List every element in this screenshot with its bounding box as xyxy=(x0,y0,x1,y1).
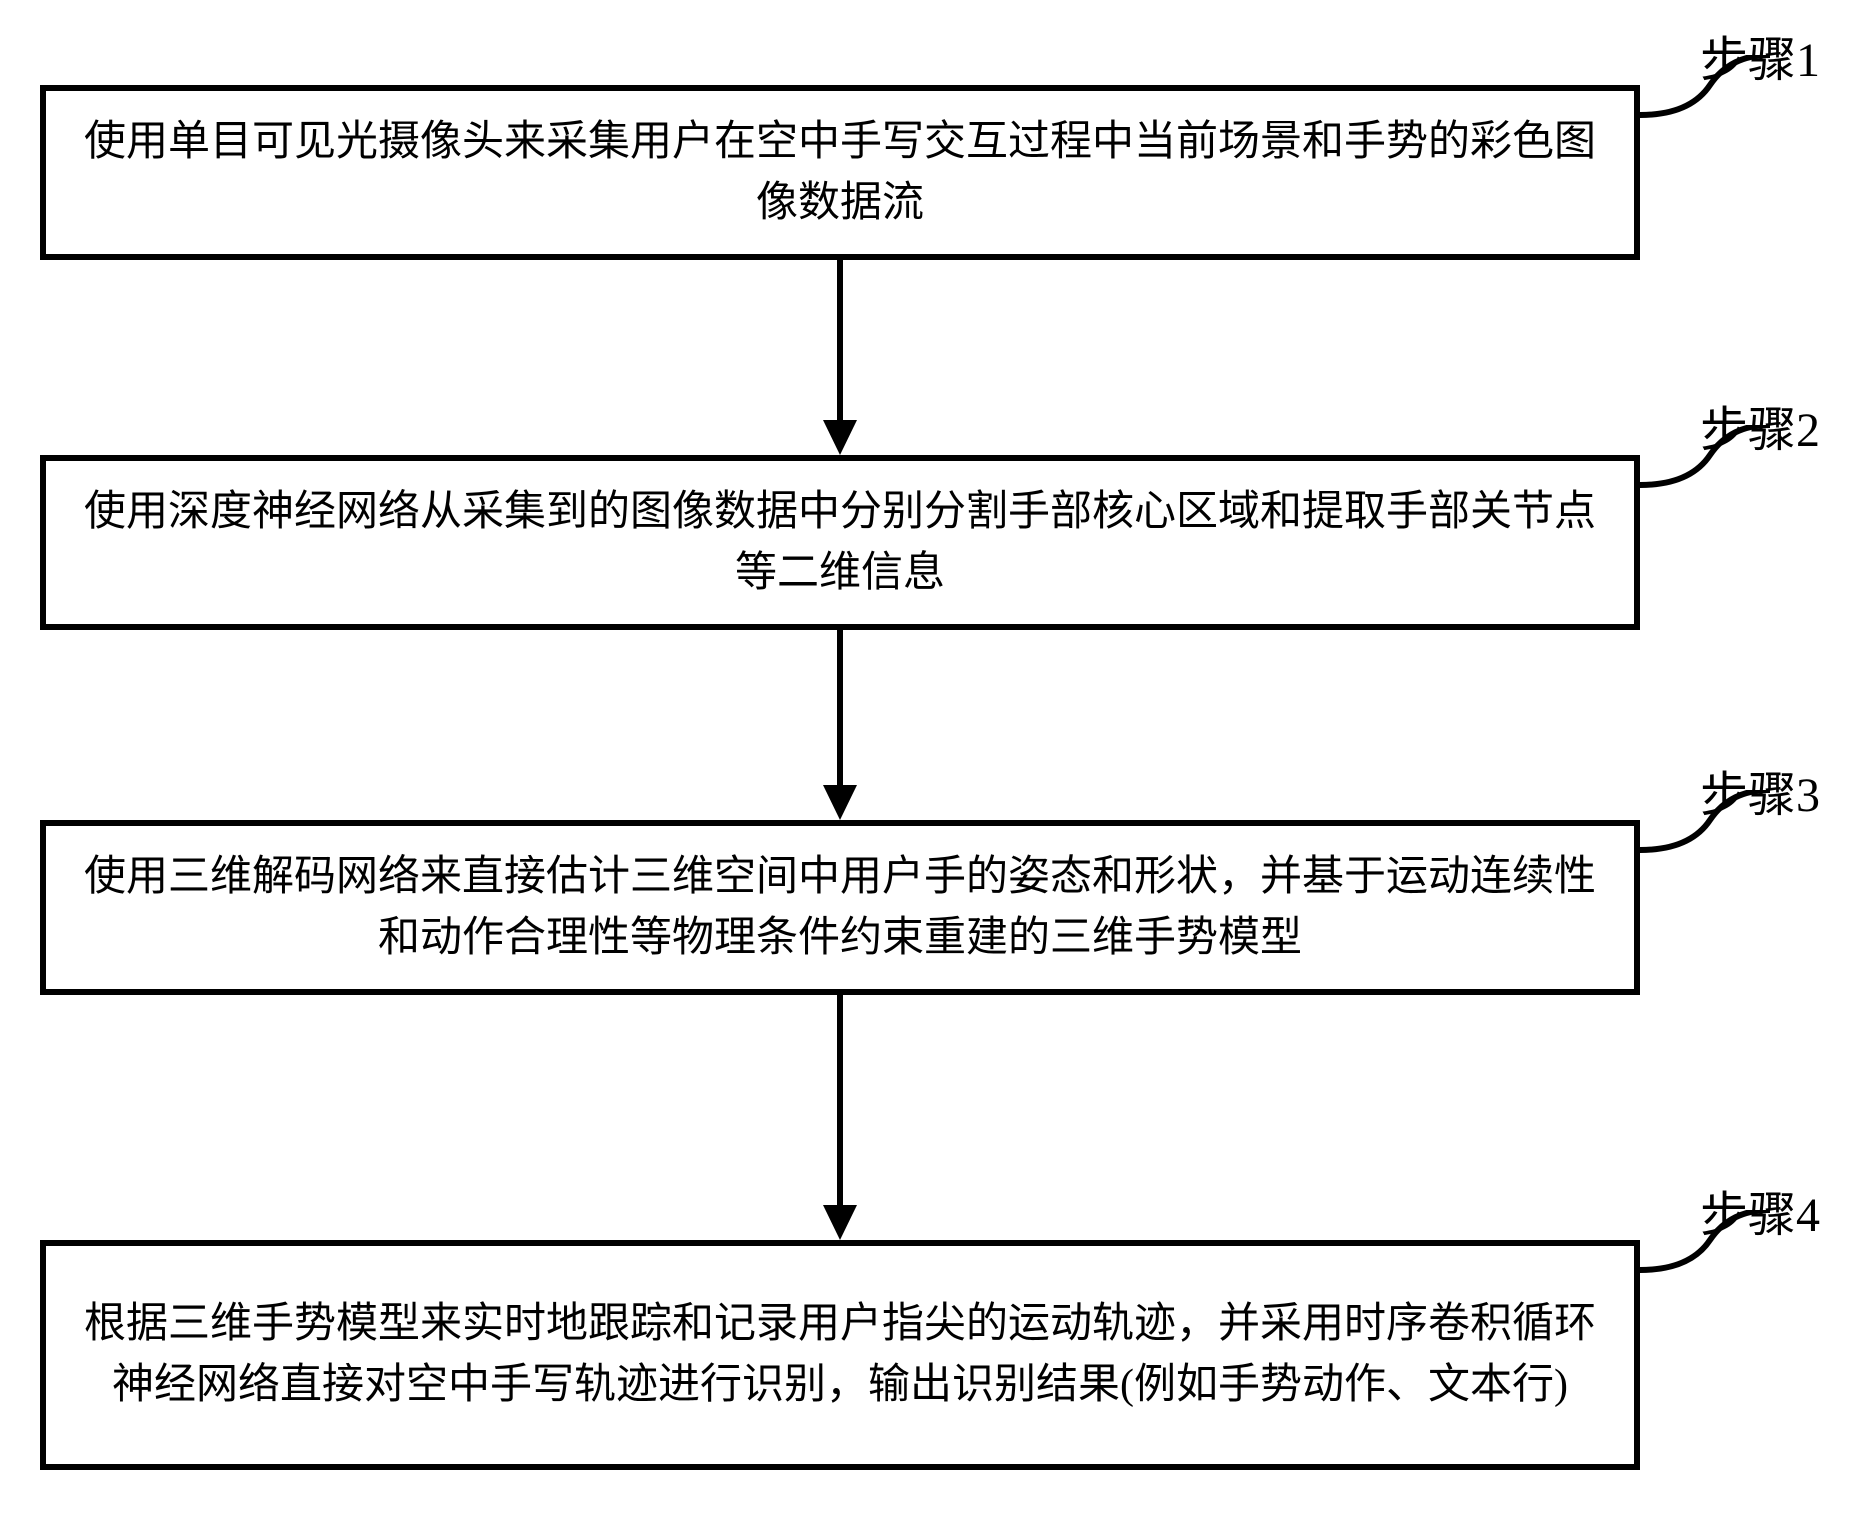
arrow-1-2 xyxy=(815,260,865,455)
step-box-2: 使用深度神经网络从采集到的图像数据中分别分割手部核心区域和提取手部关节点等二维信… xyxy=(40,455,1640,630)
arrow-2-3 xyxy=(815,630,865,820)
label-connector-3 xyxy=(1640,790,1780,870)
flowchart-container: 使用单目可见光摄像头来采集用户在空中手写交互过程中当前场景和手势的彩色图像数据流… xyxy=(0,0,1869,1520)
arrow-3-4 xyxy=(815,995,865,1240)
step-box-3: 使用三维解码网络来直接估计三维空间中用户手的姿态和形状，并基于运动连续性和动作合… xyxy=(40,820,1640,995)
step-box-4: 根据三维手势模型来实时地跟踪和记录用户指尖的运动轨迹，并采用时序卷积循环神经网络… xyxy=(40,1240,1640,1470)
step-text-2: 使用深度神经网络从采集到的图像数据中分别分割手部核心区域和提取手部关节点等二维信… xyxy=(76,482,1604,604)
step-box-1: 使用单目可见光摄像头来采集用户在空中手写交互过程中当前场景和手势的彩色图像数据流 xyxy=(40,85,1640,260)
label-connector-4 xyxy=(1640,1210,1780,1290)
step-text-3: 使用三维解码网络来直接估计三维空间中用户手的姿态和形状，并基于运动连续性和动作合… xyxy=(76,847,1604,969)
step-text-1: 使用单目可见光摄像头来采集用户在空中手写交互过程中当前场景和手势的彩色图像数据流 xyxy=(76,112,1604,234)
label-connector-2 xyxy=(1640,425,1780,505)
label-connector-1 xyxy=(1640,55,1780,135)
step-text-4: 根据三维手势模型来实时地跟踪和记录用户指尖的运动轨迹，并采用时序卷积循环神经网络… xyxy=(76,1294,1604,1416)
